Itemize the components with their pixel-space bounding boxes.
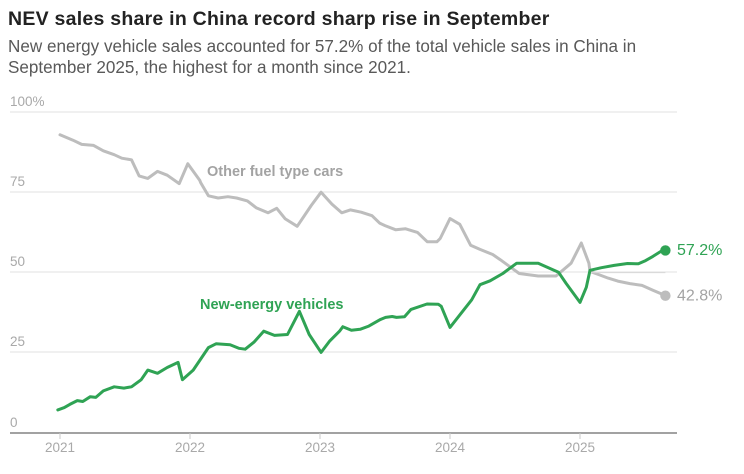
svg-text:57.2%: 57.2%	[677, 242, 722, 259]
svg-text:75: 75	[10, 174, 25, 189]
svg-text:2022: 2022	[175, 440, 205, 455]
svg-text:25: 25	[10, 334, 25, 349]
svg-text:2021: 2021	[45, 440, 75, 455]
svg-text:2023: 2023	[305, 440, 335, 455]
svg-text:2024: 2024	[435, 440, 466, 455]
svg-text:2025: 2025	[565, 440, 595, 455]
svg-text:50: 50	[10, 254, 25, 269]
svg-text:100%: 100%	[10, 94, 45, 109]
svg-text:42.8%: 42.8%	[677, 288, 722, 305]
svg-text:New-energy vehicles: New-energy vehicles	[200, 297, 343, 313]
svg-text:0: 0	[10, 415, 18, 430]
svg-text:Other fuel type cars: Other fuel type cars	[207, 164, 343, 180]
